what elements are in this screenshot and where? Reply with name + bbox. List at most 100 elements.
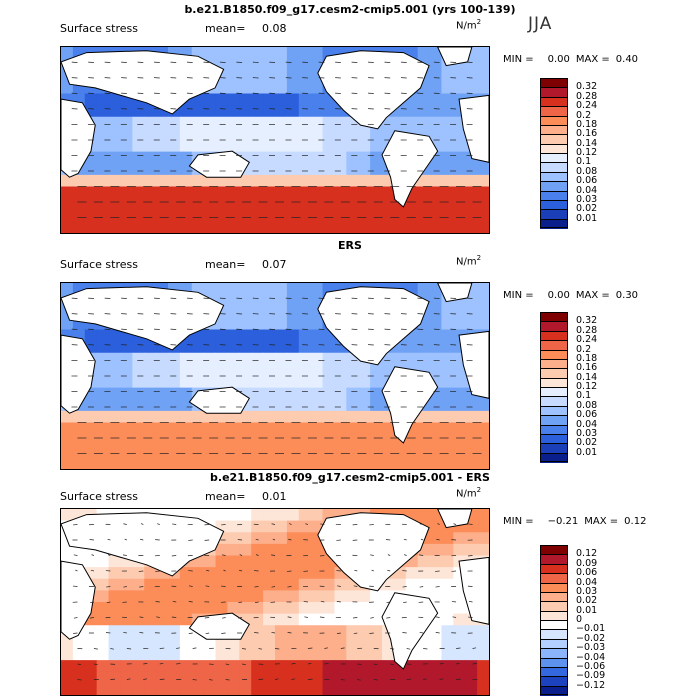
wind-vector bbox=[468, 600, 473, 603]
map-cell bbox=[84, 422, 98, 435]
map-cell bbox=[144, 105, 157, 118]
map-cell bbox=[393, 457, 407, 469]
map-cell bbox=[215, 376, 228, 389]
map-cell bbox=[275, 399, 288, 412]
map-cell bbox=[251, 671, 264, 684]
map-cell bbox=[286, 47, 300, 60]
map-cell bbox=[382, 422, 395, 435]
map-cell bbox=[429, 128, 442, 141]
map-cell bbox=[132, 602, 145, 615]
map-cell bbox=[441, 602, 454, 615]
map-cell bbox=[286, 578, 300, 591]
map-cell bbox=[227, 671, 240, 684]
map-cell bbox=[358, 602, 371, 615]
wind-vector bbox=[225, 679, 230, 681]
map-cell bbox=[227, 186, 240, 199]
continent-outline bbox=[61, 98, 96, 178]
map-cell bbox=[61, 410, 74, 423]
map-cell bbox=[346, 186, 359, 199]
map-cell bbox=[251, 376, 264, 389]
map-cell bbox=[465, 70, 478, 83]
map-cell bbox=[61, 509, 74, 522]
map-cell bbox=[310, 283, 324, 296]
wind-vector bbox=[271, 586, 276, 588]
map-cell bbox=[227, 422, 240, 435]
map-cell bbox=[156, 151, 169, 164]
map-cell bbox=[298, 174, 312, 187]
map-cell bbox=[429, 520, 442, 533]
map-cell bbox=[227, 376, 240, 389]
map-cell bbox=[477, 317, 489, 330]
wind-vector bbox=[172, 523, 177, 525]
map-cell bbox=[393, 683, 407, 695]
map-cell bbox=[429, 174, 442, 187]
map-cell bbox=[346, 636, 359, 649]
colorbar-swatch bbox=[540, 405, 568, 416]
map-cell bbox=[96, 329, 110, 342]
wind-vector bbox=[435, 616, 440, 618]
map-cell bbox=[453, 387, 466, 400]
map-cell bbox=[358, 434, 371, 447]
map-cell bbox=[358, 613, 371, 626]
map-cell bbox=[120, 341, 133, 354]
colorbar-label: 0.14 bbox=[576, 371, 598, 383]
map-cell bbox=[298, 364, 312, 377]
map-cell bbox=[429, 352, 442, 365]
map-cell bbox=[310, 209, 324, 222]
wind-vector bbox=[139, 632, 144, 634]
map-cell bbox=[286, 434, 300, 447]
wind-vector bbox=[357, 679, 361, 681]
stress-map bbox=[60, 282, 490, 470]
colorbar-label: −0.01 bbox=[576, 623, 606, 635]
map-cell bbox=[310, 410, 324, 423]
map-cell bbox=[453, 660, 466, 673]
map-cell bbox=[298, 58, 312, 71]
map-cell bbox=[144, 140, 157, 153]
map-cell bbox=[310, 567, 324, 580]
map-cell bbox=[215, 445, 228, 458]
wind-vector bbox=[123, 631, 127, 634]
wind-vector bbox=[337, 585, 341, 587]
map-cell bbox=[417, 445, 431, 458]
map-cell bbox=[441, 364, 454, 377]
map-cell bbox=[429, 341, 442, 354]
map-cell bbox=[441, 128, 454, 141]
map-cell bbox=[263, 520, 276, 533]
map-cell bbox=[251, 186, 264, 199]
wind-vector bbox=[373, 663, 378, 666]
map-cell bbox=[453, 683, 466, 695]
colorbar-swatch bbox=[540, 415, 568, 425]
map-cell bbox=[370, 671, 383, 684]
map-cell bbox=[263, 105, 276, 118]
min-max-readout: MIN = 0.00 MAX = 0.30 bbox=[503, 290, 644, 301]
map-cell bbox=[465, 198, 478, 211]
map-cell bbox=[251, 364, 264, 377]
map-cell bbox=[168, 445, 181, 458]
map-cell bbox=[227, 520, 240, 533]
map-cell bbox=[465, 636, 478, 649]
map-cell bbox=[239, 116, 252, 129]
map-cell bbox=[120, 198, 133, 211]
map-cell bbox=[203, 555, 217, 568]
map-cell bbox=[334, 434, 347, 447]
colorbar-label: 0.04 bbox=[576, 418, 598, 430]
map-cell bbox=[215, 555, 228, 568]
map-cell bbox=[61, 434, 74, 447]
map-cell bbox=[215, 457, 228, 469]
map-cell bbox=[298, 47, 312, 60]
map-cell bbox=[84, 329, 98, 342]
map-cell bbox=[132, 399, 145, 412]
map-cell bbox=[215, 636, 228, 649]
continent-outline bbox=[458, 94, 489, 163]
map-cell bbox=[227, 567, 240, 580]
map-cell bbox=[346, 445, 359, 458]
map-cell bbox=[370, 457, 383, 469]
map-cell bbox=[453, 602, 466, 615]
map-cell bbox=[168, 376, 181, 389]
map-cell bbox=[96, 186, 110, 199]
map-cell bbox=[429, 317, 442, 330]
colorbar-swatch bbox=[540, 358, 568, 369]
map-cell bbox=[132, 116, 145, 129]
map-cell bbox=[477, 660, 489, 673]
map-cell bbox=[275, 671, 288, 684]
